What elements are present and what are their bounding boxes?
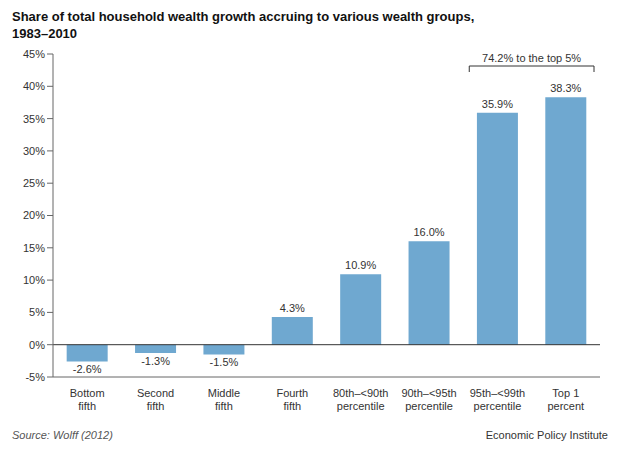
svg-text:38.3%: 38.3% [550, 82, 581, 94]
html-text:1983–2010: 1983–2010 [12, 26, 78, 41]
svg-text:80th–<90thpercentile: 80th–<90thpercentile [333, 387, 388, 412]
svg-text:Top 1percent: Top 1percent [547, 387, 584, 412]
svg-text:Bottomfifth: Bottomfifth [70, 387, 105, 412]
svg-text:4.3%: 4.3% [280, 302, 305, 314]
svg-text:40%: 40% [23, 80, 45, 92]
html-text:Source: Wolff (2012): Source: Wolff (2012) [12, 429, 113, 441]
svg-text:0%: 0% [29, 339, 45, 351]
svg-text:35%: 35% [23, 113, 45, 125]
html-text:Share of total household wealt: Share of total household wealth growth a… [12, 9, 475, 24]
svg-text:90th–<95thpercentile: 90th–<95thpercentile [401, 387, 456, 412]
svg-text:-1.3%: -1.3% [141, 355, 170, 367]
svg-text:74.2% to the top 5%: 74.2% to the top 5% [482, 52, 581, 64]
html-text:Economic Policy Institute: Economic Policy Institute [485, 429, 608, 441]
svg-text:Middlefifth: Middlefifth [208, 387, 240, 412]
svg-text:45%: 45% [23, 48, 45, 60]
svg-text:20%: 20% [23, 209, 45, 221]
svg-text:5%: 5% [29, 306, 45, 318]
svg-text:10%: 10% [23, 274, 45, 286]
svg-text:16.0%: 16.0% [413, 226, 444, 238]
svg-text:-1.5%: -1.5% [210, 356, 239, 368]
svg-text:10.9%: 10.9% [345, 259, 376, 271]
svg-text:35.9%: 35.9% [482, 98, 513, 110]
svg-text:-2.6%: -2.6% [73, 363, 102, 375]
svg-text:15%: 15% [23, 242, 45, 254]
svg-text:-5%: -5% [25, 371, 45, 383]
svg-text:30%: 30% [23, 145, 45, 157]
svg-text:Secondfifth: Secondfifth [137, 387, 174, 412]
svg-text:95th–<99thpercentile: 95th–<99thpercentile [470, 387, 525, 412]
svg-text:Fourthfifth: Fourthfifth [276, 387, 308, 412]
svg-text:25%: 25% [23, 177, 45, 189]
